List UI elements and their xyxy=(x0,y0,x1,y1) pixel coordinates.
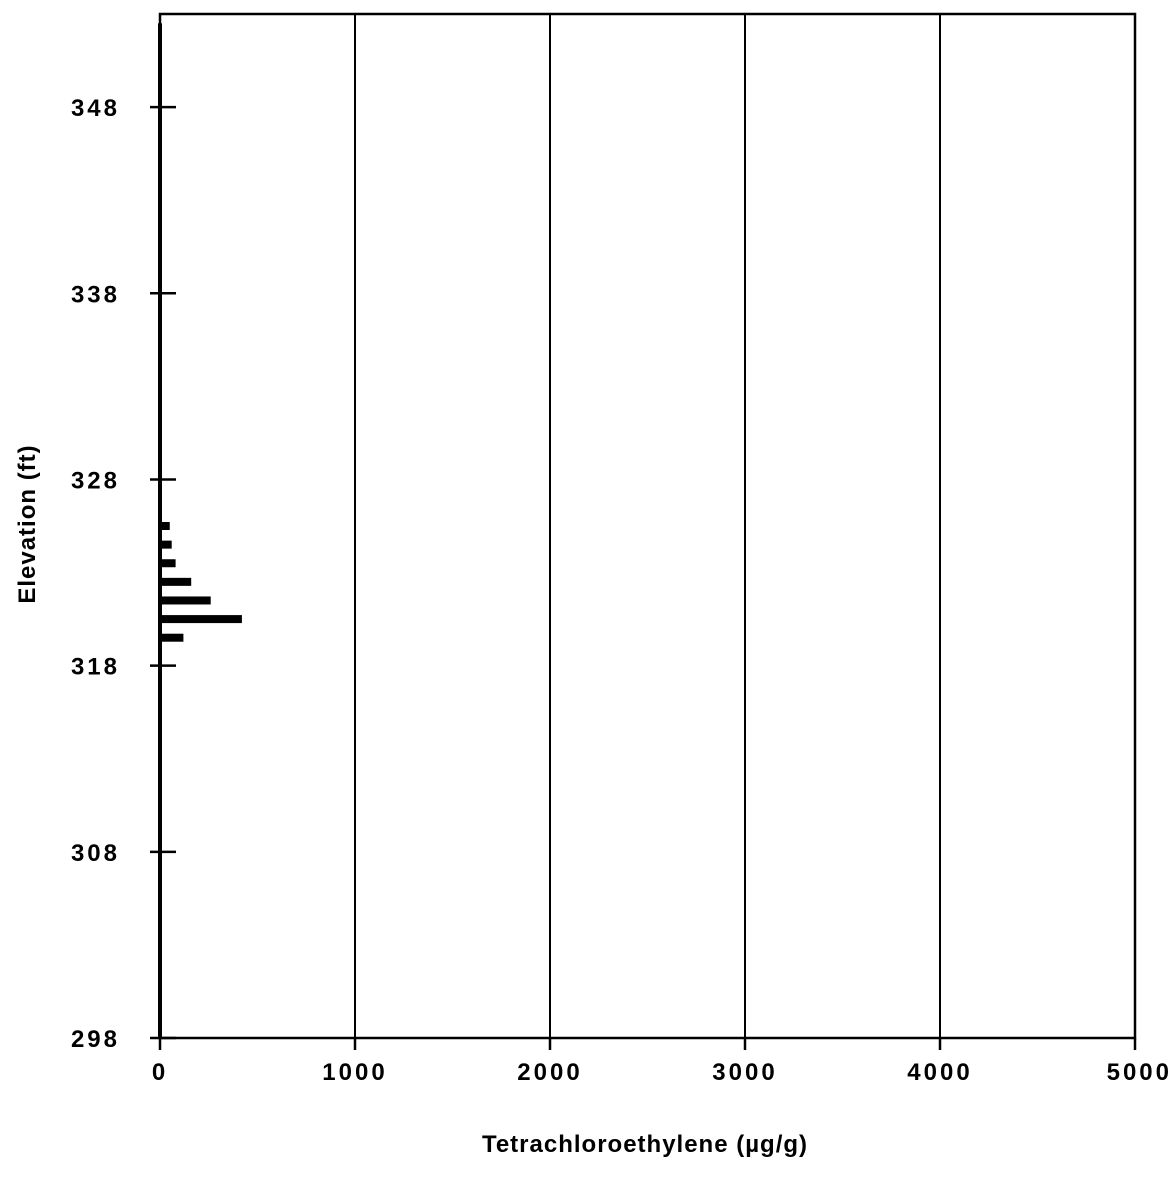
x-tick-label-4000: 4000 xyxy=(907,1059,972,1086)
y-tick-label-298: 298 xyxy=(71,1026,120,1053)
gridlines xyxy=(354,14,941,1038)
y-tick-label-318: 318 xyxy=(71,654,120,681)
bar-6 xyxy=(160,633,184,642)
y-axis-title: Elevation (ft) xyxy=(14,444,41,603)
tick-labels: 298 308 318 328 338 348 0 1000 2000 3000 4000 5000 xyxy=(71,95,1172,1086)
bars xyxy=(158,23,242,1039)
x-tick-label-3000: 3000 xyxy=(712,1059,777,1086)
bar-4 xyxy=(160,596,211,605)
x-axis-title: Tetrachloroethylene (µg/g) xyxy=(482,1131,808,1158)
y-tick-label-348: 348 xyxy=(71,95,120,122)
bar-3 xyxy=(160,577,192,586)
bar-2 xyxy=(160,559,176,568)
bar-5 xyxy=(160,615,242,624)
bar-1 xyxy=(160,540,172,549)
plot-frame xyxy=(158,12,1137,1040)
x-tick-label-0: 0 xyxy=(152,1059,168,1086)
y-tick-label-308: 308 xyxy=(71,840,120,867)
ticks xyxy=(150,105,1137,1050)
x-tick-label-2000: 2000 xyxy=(517,1059,582,1086)
x-tick-label-5000: 5000 xyxy=(1107,1059,1172,1086)
y-tick-label-328: 328 xyxy=(71,467,120,494)
y-tick-label-338: 338 xyxy=(71,281,120,308)
axes xyxy=(158,12,1137,1040)
x-tick-label-1000: 1000 xyxy=(322,1059,387,1086)
bar-0 xyxy=(160,522,170,530)
